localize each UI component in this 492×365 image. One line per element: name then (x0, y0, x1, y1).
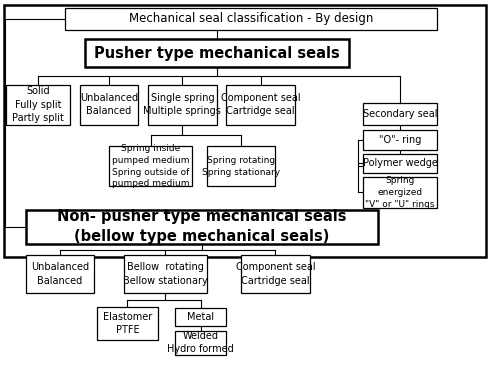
FancyBboxPatch shape (85, 39, 349, 66)
FancyBboxPatch shape (148, 85, 216, 124)
FancyBboxPatch shape (175, 331, 226, 354)
FancyBboxPatch shape (26, 210, 378, 244)
FancyBboxPatch shape (26, 255, 94, 293)
FancyBboxPatch shape (364, 154, 437, 173)
FancyBboxPatch shape (6, 85, 70, 124)
FancyBboxPatch shape (97, 307, 158, 340)
Text: Spring inside
pumped medium
Spring outside of
pumped medium: Spring inside pumped medium Spring outsi… (112, 144, 189, 188)
Text: Mechanical seal classification - By design: Mechanical seal classification - By desi… (129, 12, 373, 26)
Text: Welded
Hydro formed: Welded Hydro formed (167, 331, 234, 354)
Text: Spring rotating
Spring stationary: Spring rotating Spring stationary (202, 156, 280, 177)
FancyBboxPatch shape (80, 85, 138, 124)
Text: Elastomer
PTFE: Elastomer PTFE (103, 312, 152, 335)
Text: Pusher type mechanical seals: Pusher type mechanical seals (94, 46, 339, 61)
FancyBboxPatch shape (4, 5, 486, 257)
FancyBboxPatch shape (109, 146, 192, 186)
FancyBboxPatch shape (364, 130, 437, 150)
FancyBboxPatch shape (175, 308, 226, 326)
FancyBboxPatch shape (226, 85, 295, 124)
FancyBboxPatch shape (65, 8, 437, 30)
Text: Secondary seal: Secondary seal (363, 109, 437, 119)
Text: Unbalanced
Balanced: Unbalanced Balanced (80, 93, 138, 116)
Text: Spring
energized
"V" or "U" rings: Spring energized "V" or "U" rings (366, 176, 435, 209)
FancyBboxPatch shape (364, 177, 437, 208)
Text: Component seal
Cartridge seal: Component seal Cartridge seal (221, 93, 301, 116)
FancyBboxPatch shape (241, 255, 309, 293)
Text: Non- pusher type mechanical seals
(bellow type mechanical seals): Non- pusher type mechanical seals (bello… (57, 210, 347, 244)
Text: Polymer wedge: Polymer wedge (363, 158, 437, 169)
Text: Unbalanced
Balanced: Unbalanced Balanced (31, 262, 89, 285)
Text: Component seal
Cartridge seal: Component seal Cartridge seal (236, 262, 315, 285)
FancyBboxPatch shape (364, 103, 437, 124)
FancyBboxPatch shape (123, 255, 207, 293)
Text: Bellow  rotating
Bellow stationary: Bellow rotating Bellow stationary (123, 262, 208, 285)
Text: Single spring
Multiple springs: Single spring Multiple springs (144, 93, 221, 116)
FancyBboxPatch shape (207, 146, 276, 186)
Text: Metal: Metal (187, 312, 215, 322)
Text: "O"- ring: "O"- ring (379, 135, 421, 145)
Text: Solid
Fully split
Partly split: Solid Fully split Partly split (12, 87, 64, 123)
